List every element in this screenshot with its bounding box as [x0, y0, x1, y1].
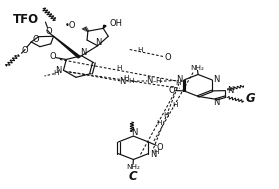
Text: O: O — [49, 52, 56, 61]
Text: •O: •O — [65, 21, 77, 30]
Text: C: C — [129, 170, 138, 183]
Text: N: N — [227, 86, 234, 95]
Text: N: N — [131, 128, 137, 137]
Text: TFO: TFO — [13, 13, 39, 26]
Text: N: N — [150, 149, 157, 159]
Text: H: H — [116, 65, 122, 71]
Text: H: H — [172, 102, 177, 108]
Polygon shape — [54, 36, 80, 58]
Text: N: N — [176, 75, 182, 84]
Text: H: H — [137, 46, 142, 53]
Text: H: H — [156, 120, 162, 125]
Text: O: O — [157, 143, 163, 152]
Text: NH₂: NH₂ — [191, 65, 205, 71]
Text: G: G — [246, 92, 255, 105]
Text: N: N — [95, 38, 101, 47]
Text: OH: OH — [110, 19, 123, 28]
Text: N: N — [119, 77, 125, 86]
Text: NH₂: NH₂ — [126, 164, 140, 170]
Text: H: H — [163, 112, 169, 118]
Text: –: – — [152, 78, 156, 84]
Text: O: O — [22, 46, 28, 55]
Text: –: – — [125, 78, 129, 84]
Text: O: O — [169, 86, 175, 95]
Text: N: N — [146, 76, 152, 85]
Text: H: H — [175, 80, 181, 86]
Text: H: H — [53, 70, 58, 76]
Text: H: H — [153, 149, 159, 155]
Text: N: N — [213, 75, 220, 84]
Text: N: N — [213, 98, 220, 107]
Text: N: N — [55, 66, 62, 75]
Text: O: O — [45, 27, 52, 36]
Text: H: H — [124, 75, 129, 81]
Text: H: H — [128, 78, 133, 84]
Text: H: H — [155, 78, 160, 84]
Text: O: O — [32, 35, 39, 44]
Text: O: O — [164, 53, 171, 62]
Text: N: N — [81, 48, 87, 57]
Polygon shape — [103, 25, 106, 28]
